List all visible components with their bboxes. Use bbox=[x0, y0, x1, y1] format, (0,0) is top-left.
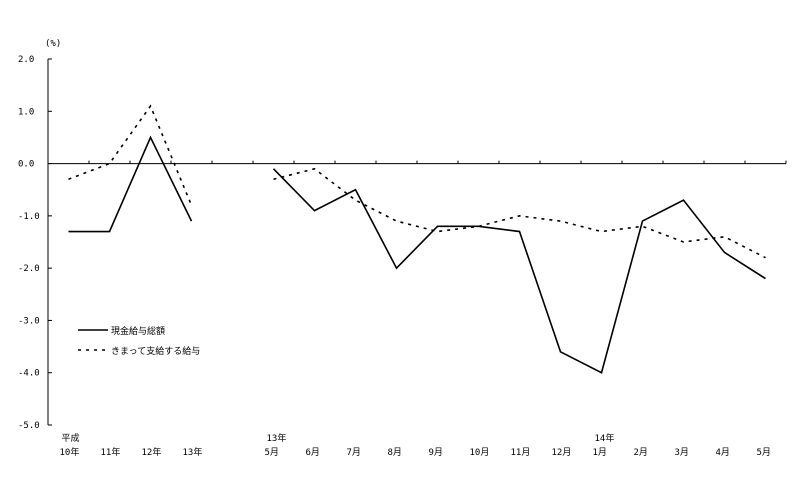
unit-label: (%) bbox=[45, 39, 61, 49]
x-tick-label: 7月 bbox=[347, 447, 361, 458]
series-line-1-annual bbox=[69, 106, 192, 205]
x-tick-label: 8月 bbox=[388, 447, 402, 458]
series-line-0-monthly bbox=[274, 169, 766, 373]
series-line-0-annual bbox=[69, 137, 192, 231]
y-tick-label: 1.0 bbox=[18, 107, 34, 117]
y-tick-label: 0.0 bbox=[18, 160, 34, 170]
legend-label-regular: きまって支給する給与 bbox=[111, 345, 200, 357]
y-tick-label: -1.0 bbox=[18, 212, 40, 222]
legend: 現金給与総額 きまって支給する給与 bbox=[78, 325, 200, 357]
y-tick-label: -4.0 bbox=[18, 369, 40, 379]
y-tick-label: 2.0 bbox=[18, 55, 34, 65]
x-tick-label: 2月 bbox=[634, 447, 648, 458]
x-tick-label: 3月 bbox=[675, 447, 689, 458]
x-tick-top-label: 13年 bbox=[267, 432, 287, 444]
x-tick-label: 12月 bbox=[552, 447, 572, 458]
x-tick-label: 4月 bbox=[716, 447, 730, 458]
x-tick-top-label: 14年 bbox=[595, 432, 615, 444]
x-tick-label: 9月 bbox=[429, 447, 443, 458]
x-tick-label: 12年 bbox=[142, 446, 162, 458]
x-tick-label: 11月 bbox=[511, 447, 531, 458]
y-tick-label: -2.0 bbox=[18, 264, 40, 274]
x-tick-label: 10年 bbox=[60, 446, 80, 458]
y-tick-label: -5.0 bbox=[18, 421, 40, 431]
legend-label-total: 現金給与総額 bbox=[111, 325, 165, 337]
x-tick-label: 5月 bbox=[757, 447, 771, 458]
x-tick-label: 1月 bbox=[593, 447, 607, 458]
series-line-1-monthly bbox=[274, 169, 766, 258]
x-tick-label: 11年 bbox=[101, 446, 121, 458]
x-tick-label: 10月 bbox=[470, 447, 490, 458]
x-tick-label: 6月 bbox=[306, 447, 320, 458]
y-tick-label: -3.0 bbox=[18, 316, 40, 326]
x-tick-top-label: 平成 bbox=[62, 432, 80, 444]
x-tick-label: 13年 bbox=[183, 446, 203, 458]
x-tick-label: 5月 bbox=[265, 447, 279, 458]
